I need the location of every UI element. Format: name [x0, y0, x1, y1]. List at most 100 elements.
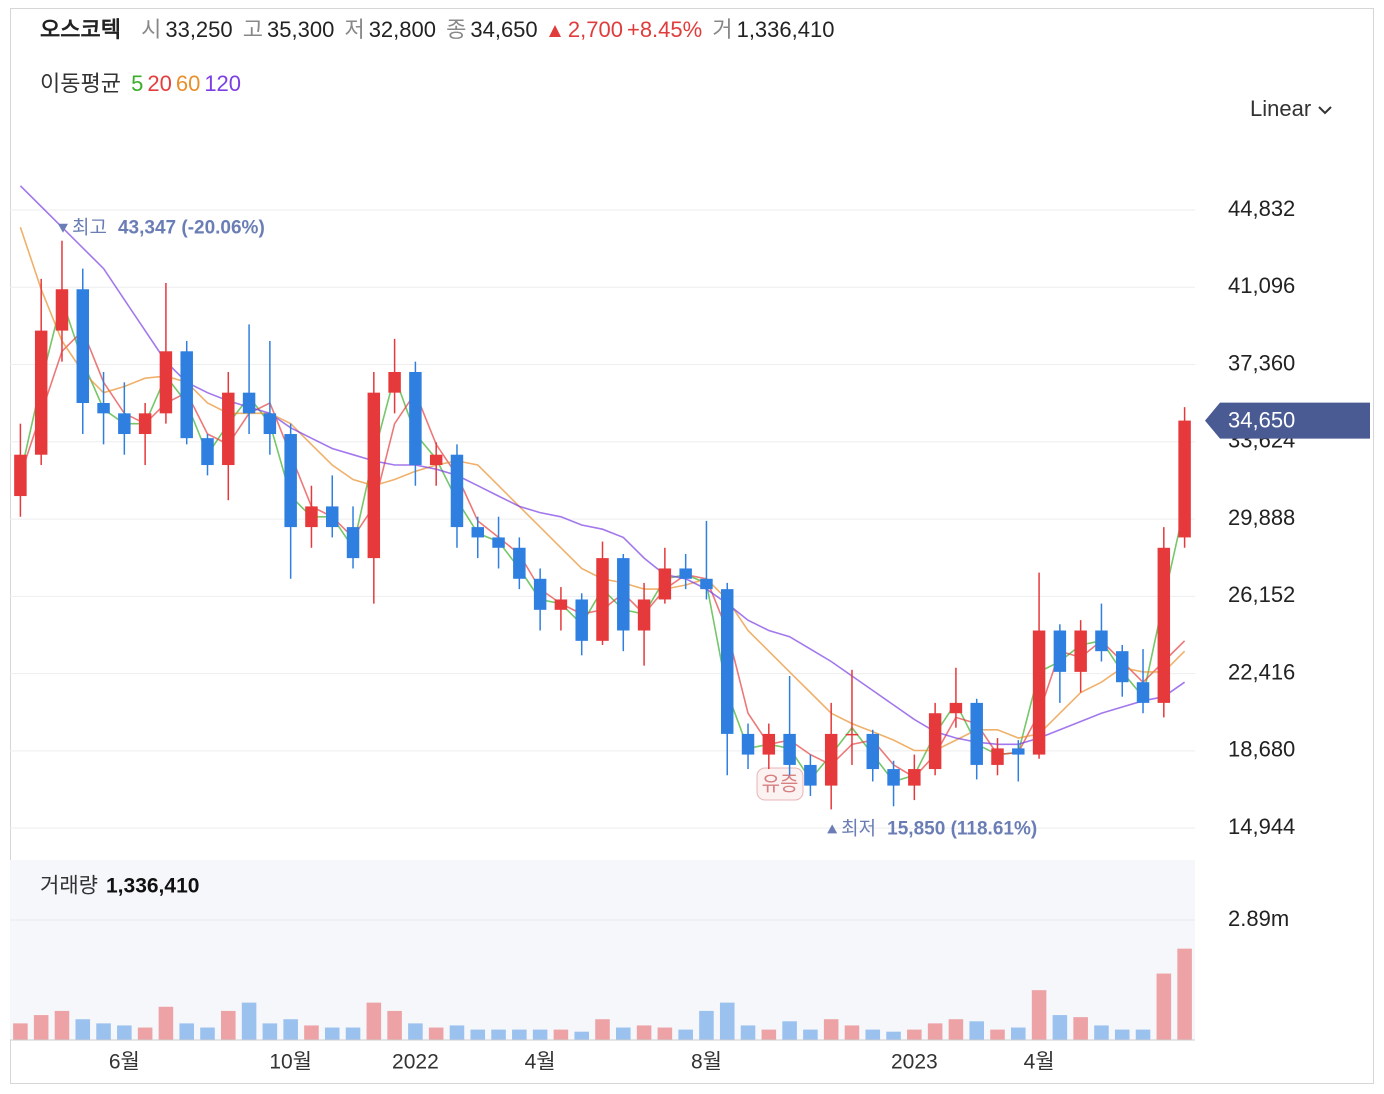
volume-bar	[1114, 1029, 1130, 1040]
volume-bar	[678, 1029, 693, 1040]
candle-body	[887, 769, 900, 786]
volume-bar	[990, 1029, 1005, 1040]
high-label: 고	[242, 17, 264, 42]
volume-bar	[158, 1006, 174, 1040]
volume-bar	[96, 1023, 111, 1040]
candle-body	[14, 454, 27, 497]
ma-line	[19, 296, 1186, 783]
volume-bar	[512, 1029, 527, 1040]
scale-label[interactable]: Linear	[1250, 96, 1312, 121]
candle-body	[1136, 682, 1150, 703]
legend-entry: 60	[175, 71, 201, 96]
candle-body	[762, 733, 776, 755]
candle-body	[222, 392, 235, 466]
candle-body	[284, 434, 297, 528]
candle-body	[513, 547, 526, 579]
candle-body	[1074, 630, 1087, 672]
candle-body	[1157, 547, 1171, 703]
candle-body	[637, 599, 651, 631]
legend-entry: 5	[131, 71, 144, 96]
volume-bar	[137, 1027, 153, 1040]
volume-bar	[699, 1010, 714, 1040]
candle-body	[450, 454, 464, 528]
volume-bar	[740, 1025, 756, 1040]
x-tick-label: 6월	[109, 1051, 140, 1074]
legend-entry: 120	[204, 71, 242, 96]
scale-dropdown[interactable]: Linear	[1250, 96, 1333, 122]
candle-body	[429, 454, 443, 466]
candle-body	[326, 506, 339, 528]
volume-bar	[719, 1002, 735, 1040]
volume-bar	[782, 1021, 797, 1040]
close-label: 종	[446, 17, 467, 42]
ma-label: 이동평균	[40, 71, 121, 96]
high-value: 35,300	[267, 17, 335, 42]
volume-bar	[553, 1029, 569, 1040]
note-arrow	[57, 223, 68, 233]
chevron[interactable]	[1317, 104, 1333, 116]
volume-bar	[657, 1027, 673, 1040]
candle-body	[1095, 630, 1108, 652]
volume-bar	[262, 1023, 278, 1040]
volume-bar	[345, 1027, 361, 1040]
volume-label: 거	[712, 17, 733, 42]
candle-body	[263, 413, 277, 435]
volume-bar	[616, 1027, 631, 1040]
candle-body	[1178, 420, 1191, 538]
volume-value: 1,336,410	[736, 17, 835, 42]
volume-bar	[1094, 1025, 1109, 1040]
candle-body	[1116, 651, 1129, 683]
candle-body	[388, 371, 401, 393]
candle-body	[1012, 748, 1025, 755]
y-tick-label: 26,152	[1228, 582, 1295, 607]
volume-bar	[595, 1019, 610, 1040]
candle-body	[783, 733, 796, 765]
candle-body	[367, 392, 381, 559]
candle-body	[824, 733, 838, 786]
volume-bar	[1135, 1029, 1151, 1040]
badge-box	[756, 767, 804, 801]
volume-tick-label: 2.89m	[1228, 906, 1289, 931]
volume-bar	[823, 1019, 839, 1040]
volume-bar	[844, 1025, 860, 1040]
note-value: 15,850 (118.61%)	[887, 818, 1037, 839]
candle-body	[804, 764, 817, 786]
volume-bar	[1031, 990, 1047, 1040]
candle-body	[970, 702, 983, 765]
y-tick-label: 29,888	[1228, 505, 1295, 530]
candle-body	[97, 403, 110, 414]
candle-body	[305, 506, 318, 528]
y-tick-label: 22,416	[1228, 659, 1295, 684]
candle-body	[741, 733, 755, 755]
volume-bar	[1156, 973, 1172, 1040]
volume-bar	[574, 1031, 589, 1040]
candle-body	[575, 599, 588, 641]
volume-bar	[491, 1029, 506, 1040]
candle-body	[554, 599, 568, 610]
note-label: 최고	[72, 217, 107, 239]
volume-bar	[13, 1023, 28, 1040]
note-label: 최저	[841, 817, 876, 839]
x-tick-label: 8월	[691, 1051, 722, 1074]
close-value: 34,650	[470, 17, 538, 42]
volume-bar	[1177, 948, 1192, 1040]
candle-body	[596, 558, 609, 641]
stock-name: 오스코텍	[40, 17, 121, 42]
y-tick-label: 41,096	[1228, 273, 1295, 298]
volume-bar	[761, 1029, 777, 1040]
x-tick-label: 2022	[392, 1051, 439, 1074]
volume-bar	[470, 1029, 486, 1040]
candle-body	[471, 527, 484, 538]
volume-bar	[366, 1002, 382, 1040]
volume-bar	[803, 1029, 818, 1040]
candle-body	[409, 371, 422, 466]
up-arrow	[548, 25, 561, 38]
candle-body	[138, 413, 152, 435]
candle-body	[159, 351, 173, 414]
candle-body	[845, 733, 859, 736]
candle-body	[201, 438, 214, 466]
candle-body	[1032, 630, 1046, 755]
candle-body	[346, 527, 360, 559]
volume-bar	[886, 1031, 901, 1040]
